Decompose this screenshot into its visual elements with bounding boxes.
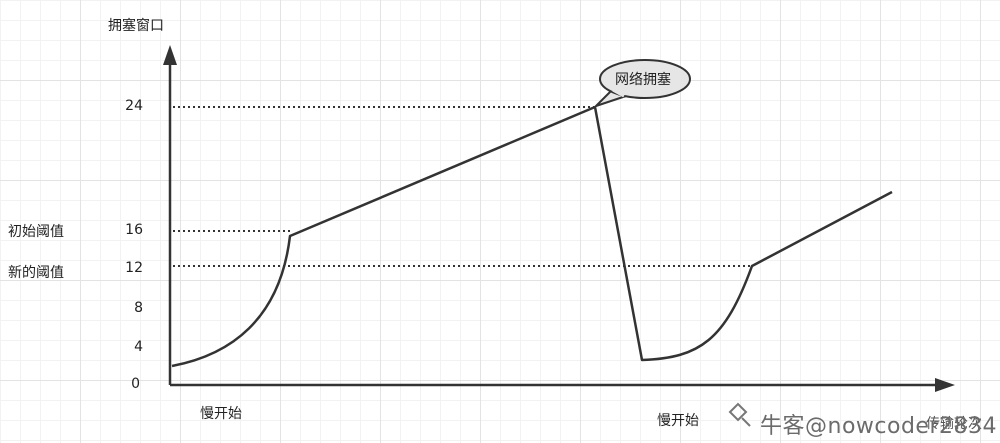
y-axis-label: 拥塞窗口: [108, 18, 164, 34]
tick-label-4: 4: [134, 339, 143, 355]
slow-start-label-1: 慢开始: [200, 406, 242, 422]
tick-label-24: 24: [125, 98, 143, 114]
tick-label-12: 12: [125, 260, 143, 276]
y-axis-arrow: [163, 45, 177, 65]
new-threshold-label: 新的阈值: [8, 265, 64, 281]
speech-bubble: [599, 59, 691, 99]
initial-threshold-label: 初始阈值: [8, 224, 64, 240]
network-congestion-label: 网络拥塞: [615, 72, 671, 88]
slow-start-label-2: 慢开始: [657, 413, 699, 429]
cwnd-curve: [171, 105, 893, 368]
watermark-logo-icon: [728, 402, 751, 427]
speech-bubble-join: [612, 88, 625, 98]
tick-label-0: 0: [131, 376, 140, 392]
x-axis-arrow: [935, 378, 955, 392]
watermark: 牛客@nowcoder2834: [760, 414, 997, 439]
tick-label-8: 8: [134, 300, 143, 316]
tick-label-16: 16: [125, 222, 143, 238]
x-axis-label: 传输轮次: [926, 416, 982, 432]
